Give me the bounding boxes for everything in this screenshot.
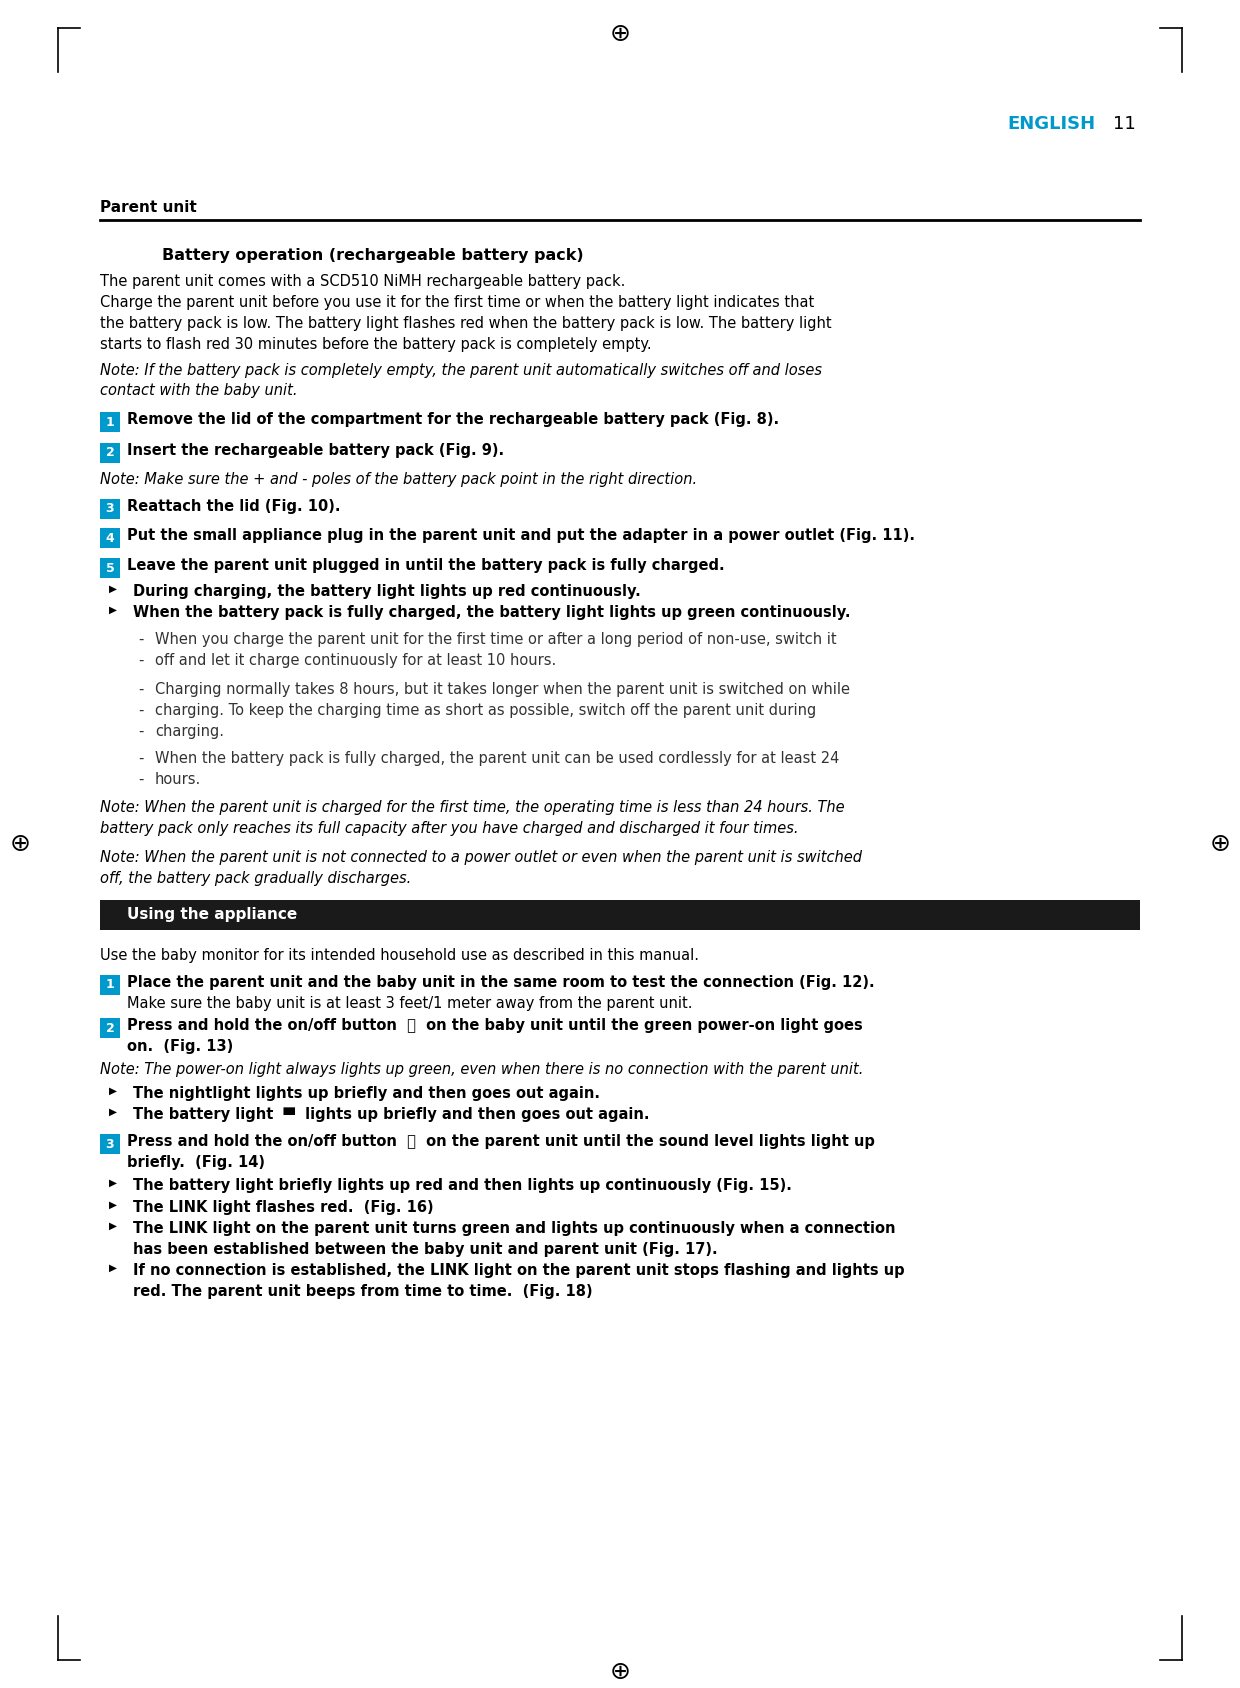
Text: Note: When the parent unit is not connected to a power outlet or even when the p: Note: When the parent unit is not connec… bbox=[100, 851, 862, 864]
Text: contact with the baby unit.: contact with the baby unit. bbox=[100, 383, 298, 398]
Text: ⊕: ⊕ bbox=[10, 832, 31, 856]
FancyBboxPatch shape bbox=[100, 500, 120, 518]
Text: hours.: hours. bbox=[155, 771, 201, 787]
Text: ▶: ▶ bbox=[109, 1263, 117, 1273]
Text: ▶: ▶ bbox=[109, 1107, 117, 1117]
FancyBboxPatch shape bbox=[100, 412, 120, 432]
Text: Press and hold the on/off button  ⏻  on the parent unit until the sound level li: Press and hold the on/off button ⏻ on th… bbox=[126, 1134, 875, 1150]
Text: When the battery pack is fully charged, the parent unit can be used cordlessly f: When the battery pack is fully charged, … bbox=[155, 751, 839, 766]
Text: ⊕: ⊕ bbox=[610, 22, 630, 46]
Text: Charge the parent unit before you use it for the first time or when the battery : Charge the parent unit before you use it… bbox=[100, 295, 815, 311]
Text: the battery pack is low. The battery light flashes red when the battery pack is : the battery pack is low. The battery lig… bbox=[100, 316, 832, 331]
Text: Put the small appliance plug in the parent unit and put the adapter in a power o: Put the small appliance plug in the pare… bbox=[126, 528, 915, 544]
Text: The battery light briefly lights up red and then lights up continuously (Fig. 15: The battery light briefly lights up red … bbox=[133, 1178, 792, 1193]
Text: 2: 2 bbox=[105, 447, 114, 459]
Text: briefly.  (Fig. 14): briefly. (Fig. 14) bbox=[126, 1155, 265, 1170]
Text: 11: 11 bbox=[1114, 115, 1136, 133]
Text: 1: 1 bbox=[105, 415, 114, 429]
Text: battery pack only reaches its full capacity after you have charged and discharge: battery pack only reaches its full capac… bbox=[100, 820, 799, 836]
Text: ▶: ▶ bbox=[109, 604, 117, 614]
Text: off and let it charge continuously for at least 10 hours.: off and let it charge continuously for a… bbox=[155, 653, 557, 668]
Text: ⊕: ⊕ bbox=[1209, 832, 1230, 856]
FancyBboxPatch shape bbox=[100, 976, 120, 994]
Text: ▶: ▶ bbox=[109, 1200, 117, 1210]
Text: Note: The power-on light always lights up green, even when there is no connectio: Note: The power-on light always lights u… bbox=[100, 1062, 863, 1077]
Text: Charging normally takes 8 hours, but it takes longer when the parent unit is swi: Charging normally takes 8 hours, but it … bbox=[155, 682, 849, 697]
Text: off, the battery pack gradually discharges.: off, the battery pack gradually discharg… bbox=[100, 871, 412, 886]
Text: The battery light  ▀  lights up briefly and then goes out again.: The battery light ▀ lights up briefly an… bbox=[133, 1107, 650, 1123]
Text: -: - bbox=[138, 771, 144, 787]
FancyBboxPatch shape bbox=[100, 900, 1140, 930]
Text: charging.: charging. bbox=[155, 724, 224, 739]
Text: The parent unit comes with a SCD510 NiMH rechargeable battery pack.: The parent unit comes with a SCD510 NiMH… bbox=[100, 273, 625, 289]
Text: red. The parent unit beeps from time to time.  (Fig. 18): red. The parent unit beeps from time to … bbox=[133, 1285, 593, 1300]
Text: 3: 3 bbox=[105, 503, 114, 515]
Text: -: - bbox=[138, 724, 144, 739]
FancyBboxPatch shape bbox=[100, 1018, 120, 1038]
Text: -: - bbox=[138, 702, 144, 717]
Text: -: - bbox=[138, 631, 144, 647]
Text: -: - bbox=[138, 682, 144, 697]
Text: 1: 1 bbox=[105, 979, 114, 991]
Text: charging. To keep the charging time as short as possible, switch off the parent : charging. To keep the charging time as s… bbox=[155, 702, 816, 717]
Text: Note: When the parent unit is charged for the first time, the operating time is : Note: When the parent unit is charged fo… bbox=[100, 800, 844, 815]
Text: Remove the lid of the compartment for the rechargeable battery pack (Fig. 8).: Remove the lid of the compartment for th… bbox=[126, 412, 779, 427]
Text: Insert the rechargeable battery pack (Fig. 9).: Insert the rechargeable battery pack (Fi… bbox=[126, 442, 505, 457]
Text: has been established between the baby unit and parent unit (Fig. 17).: has been established between the baby un… bbox=[133, 1242, 718, 1258]
Text: ▶: ▶ bbox=[109, 584, 117, 594]
Text: When the battery pack is fully charged, the battery light lights up green contin: When the battery pack is fully charged, … bbox=[133, 604, 851, 619]
Text: Make sure the baby unit is at least 3 feet/1 meter away from the parent unit.: Make sure the baby unit is at least 3 fe… bbox=[126, 996, 692, 1011]
Text: Note: If the battery pack is completely empty, the parent unit automatically swi: Note: If the battery pack is completely … bbox=[100, 363, 822, 378]
Text: Using the appliance: Using the appliance bbox=[126, 908, 298, 923]
Text: Battery operation (rechargeable battery pack): Battery operation (rechargeable battery … bbox=[162, 248, 584, 263]
Text: ENGLISH: ENGLISH bbox=[1007, 115, 1095, 133]
Text: Leave the parent unit plugged in until the battery pack is fully charged.: Leave the parent unit plugged in until t… bbox=[126, 559, 724, 572]
FancyBboxPatch shape bbox=[100, 559, 120, 577]
Text: Press and hold the on/off button  ⏻  on the baby unit until the green power-on l: Press and hold the on/off button ⏻ on th… bbox=[126, 1018, 863, 1033]
Text: -: - bbox=[138, 653, 144, 668]
FancyBboxPatch shape bbox=[100, 1134, 120, 1155]
FancyBboxPatch shape bbox=[100, 442, 120, 463]
Text: -: - bbox=[138, 751, 144, 766]
Text: When you charge the parent unit for the first time or after a long period of non: When you charge the parent unit for the … bbox=[155, 631, 837, 647]
Text: The LINK light on the parent unit turns green and lights up continuously when a : The LINK light on the parent unit turns … bbox=[133, 1220, 895, 1236]
Text: Note: Make sure the + and - poles of the battery pack point in the right directi: Note: Make sure the + and - poles of the… bbox=[100, 473, 697, 488]
Text: The nightlight lights up briefly and then goes out again.: The nightlight lights up briefly and the… bbox=[133, 1085, 600, 1101]
Text: ▶: ▶ bbox=[109, 1220, 117, 1231]
Text: Parent unit: Parent unit bbox=[100, 199, 197, 214]
Text: 5: 5 bbox=[105, 562, 114, 574]
Text: starts to flash red 30 minutes before the battery pack is completely empty.: starts to flash red 30 minutes before th… bbox=[100, 338, 652, 353]
Text: ⊕: ⊕ bbox=[610, 1659, 630, 1685]
Text: ▶: ▶ bbox=[109, 1178, 117, 1188]
Text: Reattach the lid (Fig. 10).: Reattach the lid (Fig. 10). bbox=[126, 500, 341, 515]
Text: During charging, the battery light lights up red continuously.: During charging, the battery light light… bbox=[133, 584, 641, 599]
Text: If no connection is established, the LINK light on the parent unit stops flashin: If no connection is established, the LIN… bbox=[133, 1263, 905, 1278]
Text: 4: 4 bbox=[105, 532, 114, 545]
Text: Place the parent unit and the baby unit in the same room to test the connection : Place the parent unit and the baby unit … bbox=[126, 976, 874, 989]
Text: 3: 3 bbox=[105, 1138, 114, 1151]
Text: ▶: ▶ bbox=[109, 1085, 117, 1096]
Text: on.  (Fig. 13): on. (Fig. 13) bbox=[126, 1040, 233, 1053]
Text: The LINK light flashes red.  (Fig. 16): The LINK light flashes red. (Fig. 16) bbox=[133, 1200, 434, 1215]
Text: Use the baby monitor for its intended household use as described in this manual.: Use the baby monitor for its intended ho… bbox=[100, 949, 699, 962]
Text: 2: 2 bbox=[105, 1021, 114, 1035]
FancyBboxPatch shape bbox=[100, 528, 120, 549]
